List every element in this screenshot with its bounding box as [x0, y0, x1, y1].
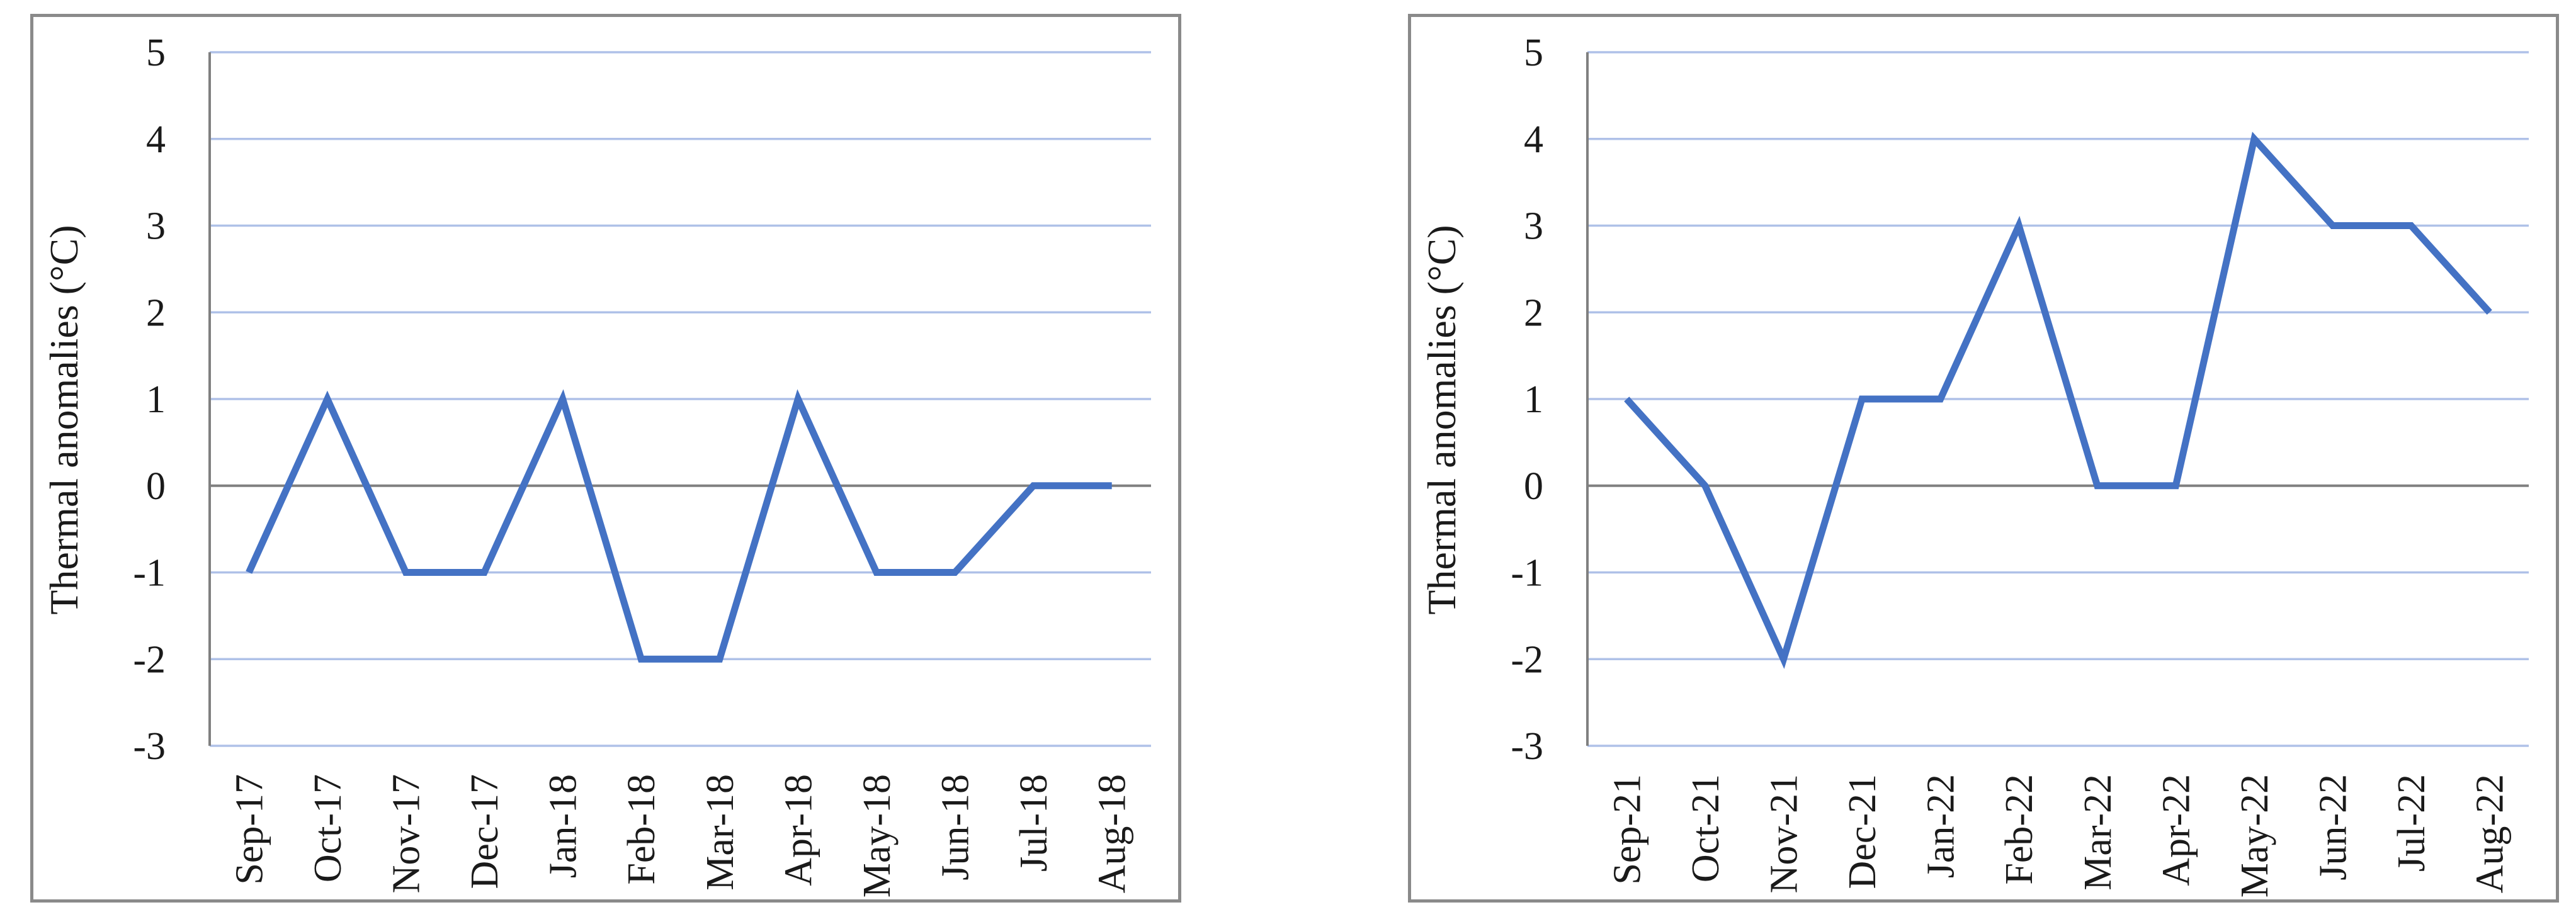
y-tick-label: -1	[133, 552, 166, 595]
series-line	[1624, 132, 2492, 669]
y-axis-title: Thermal anomalies (°C)	[1419, 225, 1464, 614]
x-tick-label: Jul-22	[2390, 774, 2433, 872]
y-axis-title: Thermal anomalies (°C)	[42, 225, 86, 614]
chart-panel-right: 5 4 3 2 1 0 -1 -2 -3 Sep-21 Oct-21 Nov-21 Dec-21 Jan-…	[1408, 14, 2559, 903]
y-tick-label: 5	[1524, 31, 1543, 74]
x-tick-label: Aug-22	[2469, 774, 2512, 893]
y-tick-label: 5	[146, 31, 166, 74]
x-tick-label: Oct-17	[307, 774, 349, 882]
x-tick-label: Feb-18	[620, 774, 663, 885]
x-tick-label: Jul-18	[1013, 774, 1055, 872]
y-tick-label: 0	[146, 465, 166, 508]
x-tick-label: Aug-18	[1091, 774, 1134, 893]
y-tick-label: 1	[1524, 378, 1543, 421]
y-tick-label: -2	[1511, 638, 1543, 681]
x-tick-label: Nov-17	[385, 774, 428, 893]
x-tick-label: Sep-17	[228, 774, 271, 885]
x-tick-label: Dec-17	[463, 774, 506, 889]
x-tick-label: Mar-22	[2077, 774, 2119, 891]
x-tick-label: Jun-18	[934, 774, 977, 880]
x-tick-label: Dec-21	[1841, 774, 1884, 889]
x-tick-label: Feb-22	[1998, 774, 2041, 885]
chart-panel-left: 5 4 3 2 1 0 -1 -2 -3 Sep-17 Oct-17 Nov-17 Dec-17 Jan-…	[30, 14, 1181, 903]
y-tick-label: 2	[1524, 291, 1543, 334]
line-chart-2021-2022: 5 4 3 2 1 0 -1 -2 -3 Sep-21 Oct-21 Nov-21 Dec-21 Jan-…	[1419, 31, 2529, 897]
x-tick-label: May-22	[2233, 774, 2276, 897]
x-tick-label: May-18	[856, 774, 899, 897]
x-tick-label: Sep-21	[1606, 774, 1648, 885]
x-tick-label: Jan-18	[542, 774, 585, 878]
x-tick-label: Oct-21	[1684, 774, 1727, 882]
x-tick-label: Jan-22	[1920, 774, 1963, 878]
line-chart-2017-2018: 5 4 3 2 1 0 -1 -2 -3 Sep-17 Oct-17 Nov-17 Dec-17 Jan-…	[42, 31, 1151, 897]
y-tick-label: 4	[1524, 118, 1543, 161]
y-tick-label: 2	[146, 291, 166, 334]
y-tick-label: -1	[1511, 552, 1543, 595]
y-tick-label: 1	[146, 378, 166, 421]
x-tick-label: Jun-22	[2312, 774, 2355, 880]
series-line	[246, 389, 1112, 663]
y-tick-label: -3	[133, 725, 166, 768]
x-tick-label: Nov-21	[1762, 774, 1805, 893]
x-tick-label: Apr-22	[2155, 774, 2198, 886]
y-tick-label: 3	[1524, 205, 1543, 248]
y-tick-label: 0	[1524, 465, 1543, 508]
y-tick-label: 3	[146, 205, 166, 248]
y-tick-label: -3	[1511, 725, 1543, 768]
y-tick-label: 4	[146, 118, 166, 161]
x-tick-label: Mar-18	[699, 774, 742, 891]
y-tick-label: -2	[133, 638, 166, 681]
x-tick-label: Apr-18	[777, 774, 820, 886]
